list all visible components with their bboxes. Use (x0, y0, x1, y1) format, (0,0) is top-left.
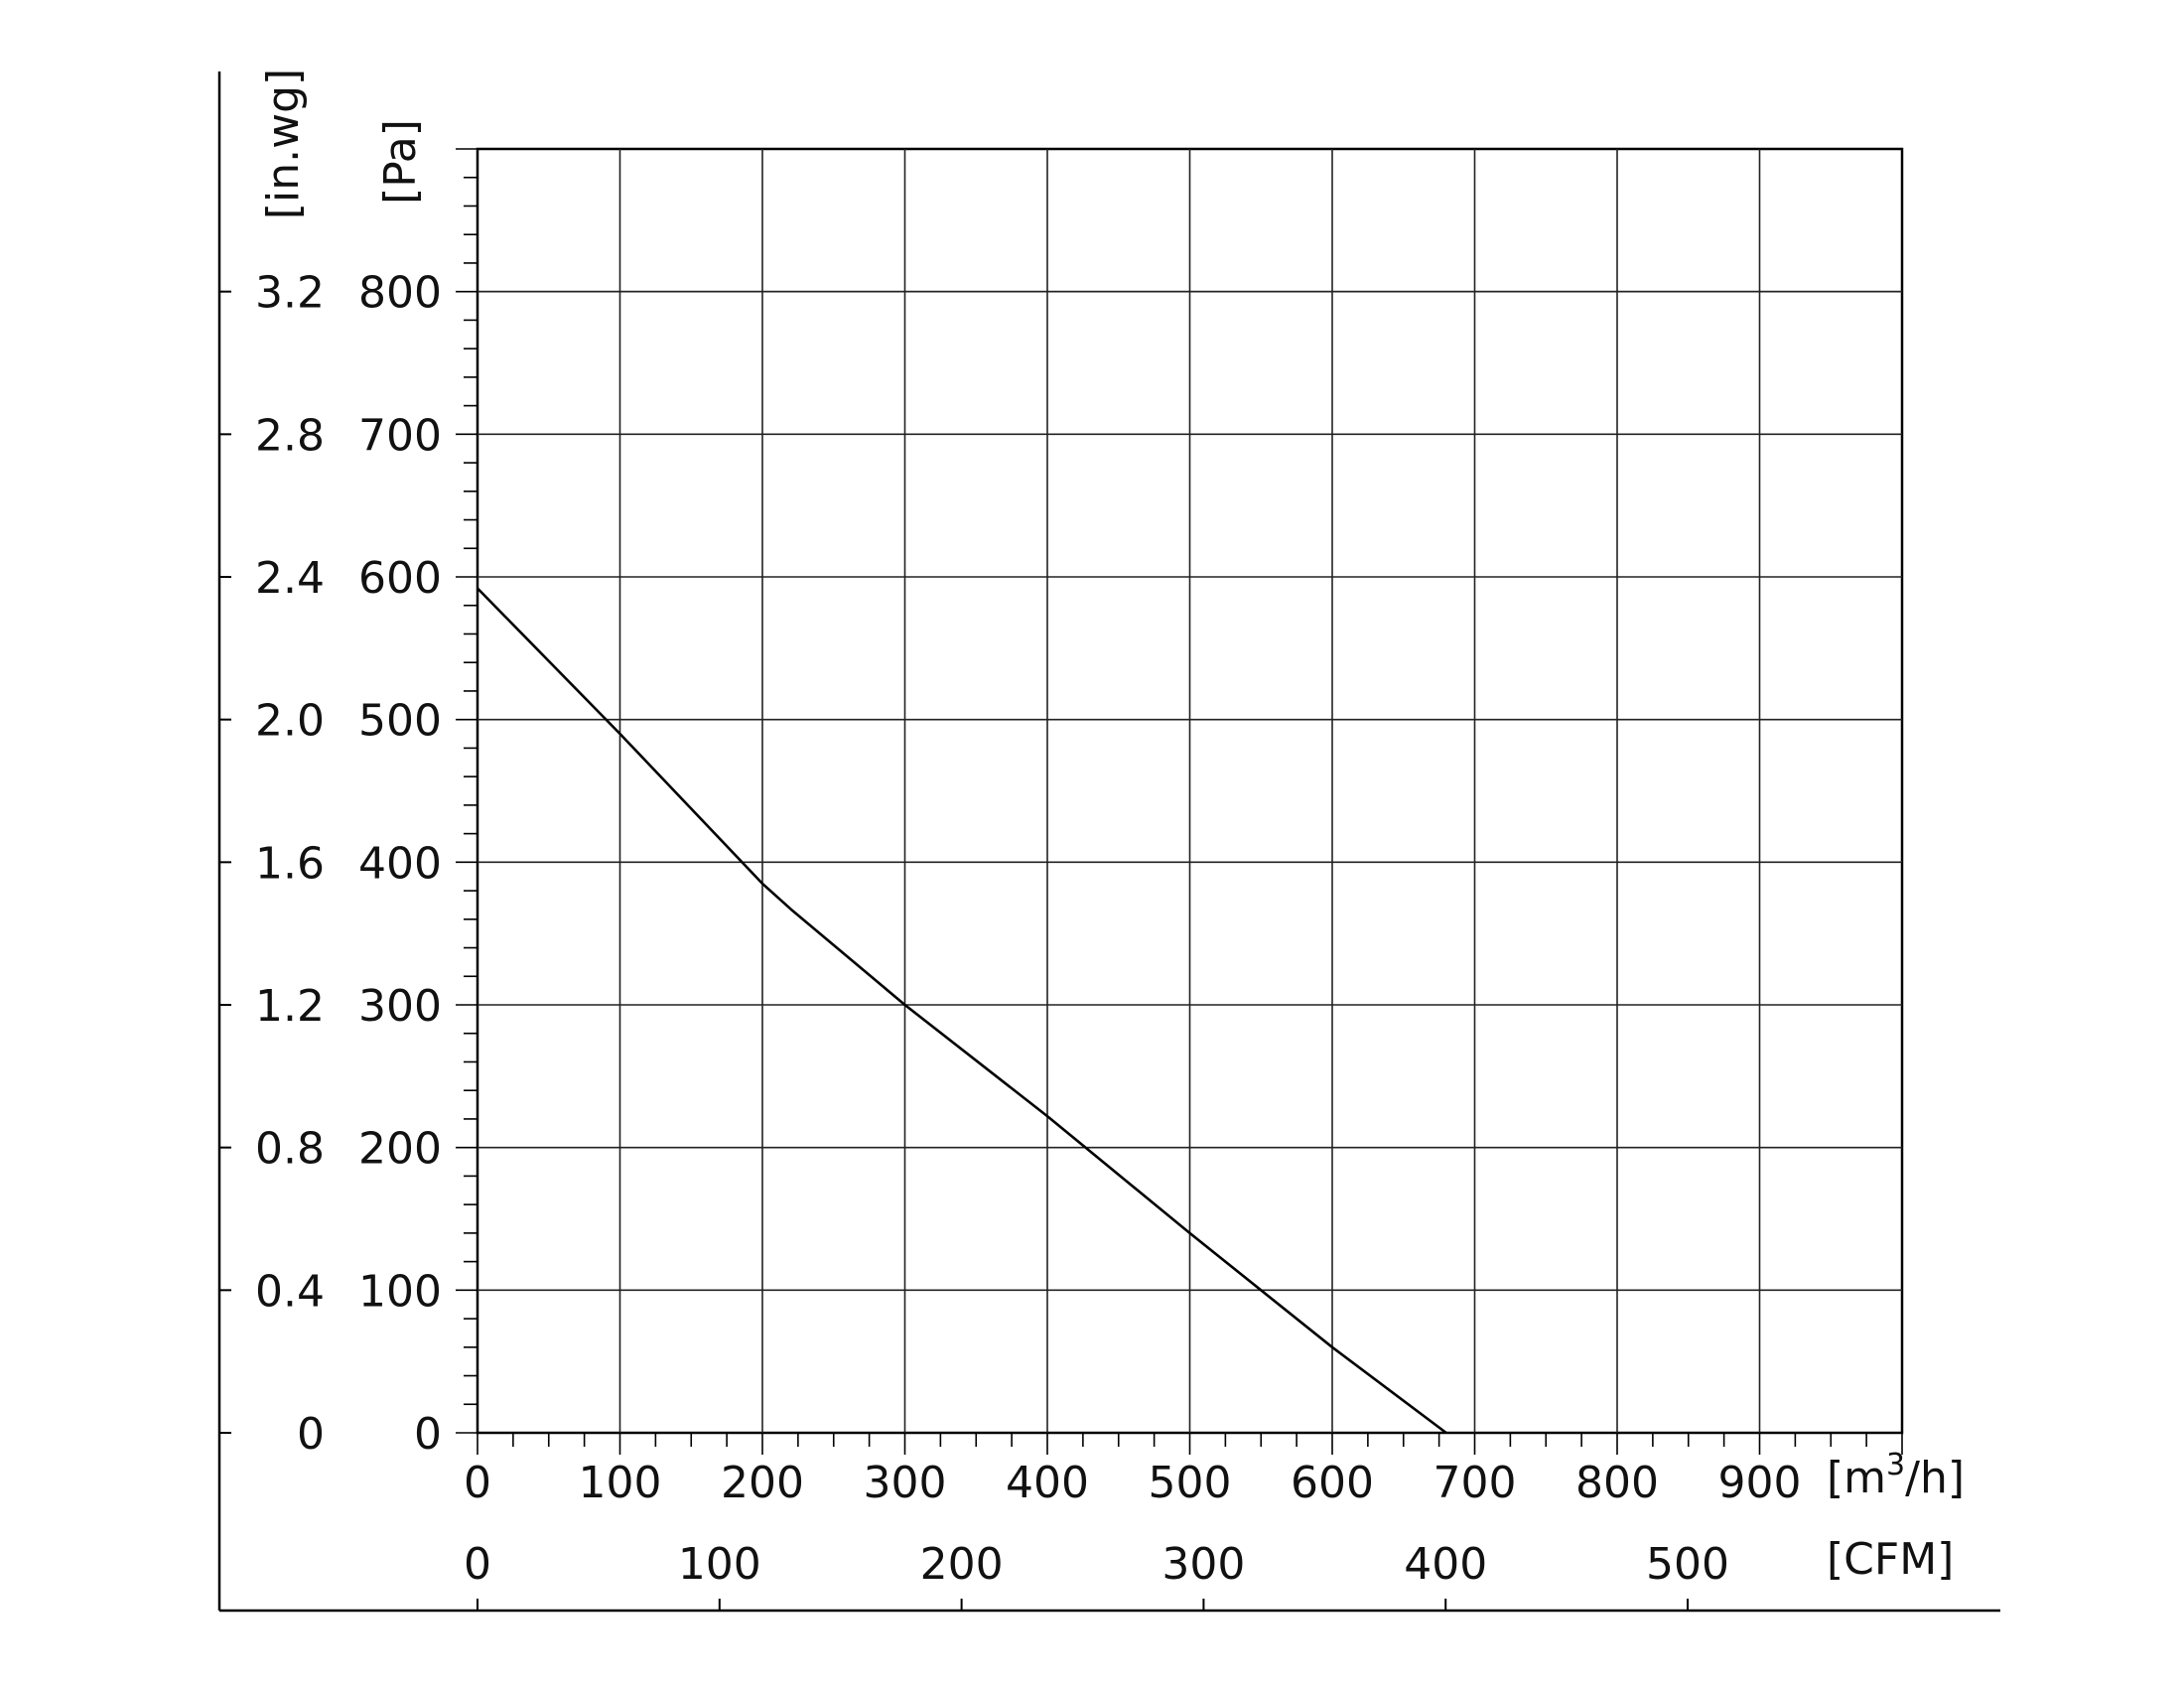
x-secondary-tick-label: 400 (1404, 1539, 1487, 1590)
x-tick-label: 400 (1006, 1458, 1089, 1508)
y-tick-label: 400 (358, 838, 442, 889)
y-tick-label: 200 (358, 1124, 442, 1175)
x-secondary-tick-label: 200 (920, 1539, 1004, 1590)
x-secondary-axis-unit-label: [CFM] (1827, 1534, 1954, 1585)
fan-curve-series-line (477, 587, 1447, 1435)
y-secondary-tick-label: 2.0 (255, 696, 325, 747)
y-tick-label: 800 (358, 268, 442, 319)
x-tick-label: 900 (1718, 1458, 1802, 1508)
y-tick-label: 700 (358, 410, 442, 461)
x-secondary-tick-label: 300 (1161, 1539, 1245, 1590)
x-tick-label: 100 (579, 1458, 662, 1508)
y-secondary-tick-label: 2.4 (255, 553, 325, 604)
x-tick-label: 700 (1433, 1458, 1517, 1508)
x-tick-label: 600 (1291, 1458, 1374, 1508)
y-secondary-tick-label: 1.6 (255, 838, 325, 889)
y-tick-label: 500 (358, 696, 442, 747)
series-layer (477, 587, 1447, 1435)
x-tick-label: 500 (1149, 1458, 1232, 1508)
x-tick-label: 300 (864, 1458, 947, 1508)
grid-lines (478, 149, 1902, 1433)
y-secondary-tick-label: 1.2 (255, 981, 325, 1032)
y-secondary-tick-label: 0 (297, 1409, 325, 1460)
x-secondary-tick-label: 0 (464, 1539, 491, 1590)
y-tick-labels: 0 100 200 300 400 500 600 700 800 (358, 268, 442, 1460)
y-secondary-tick-label: 0.8 (255, 1124, 325, 1175)
y-axis-unit-label: [Pa] (375, 119, 426, 205)
x-secondary-tick-labels: 0 100 200 300 400 500 (464, 1539, 1729, 1590)
x-tick-label: 200 (721, 1458, 804, 1508)
axis-frame (217, 71, 2000, 1613)
x-axis-unit-label: [m3/h] (1827, 1448, 1965, 1503)
y-tick-label: 100 (358, 1266, 442, 1317)
x-tick-label: 0 (464, 1458, 491, 1508)
x-tick-label: 800 (1575, 1458, 1659, 1508)
y-secondary-tick-labels: 0 0.4 0.8 1.2 1.6 2.0 2.4 2.8 3.2 (255, 268, 325, 1460)
x-tick-labels: 0 100 200 300 400 500 600 700 800 900 (464, 1458, 1801, 1508)
y-secondary-tick-label: 0.4 (255, 1266, 325, 1317)
minor-ticks (219, 148, 1903, 1611)
y-tick-label: 0 (414, 1409, 442, 1460)
y-tick-label: 300 (358, 981, 442, 1032)
x-secondary-tick-label: 100 (678, 1539, 761, 1590)
y-tick-label: 600 (358, 553, 442, 604)
y-secondary-tick-label: 2.8 (255, 410, 325, 461)
x-secondary-tick-label: 500 (1646, 1539, 1729, 1590)
y-secondary-axis-unit-label: [in.wg] (258, 69, 309, 219)
y-secondary-tick-label: 3.2 (255, 268, 325, 319)
